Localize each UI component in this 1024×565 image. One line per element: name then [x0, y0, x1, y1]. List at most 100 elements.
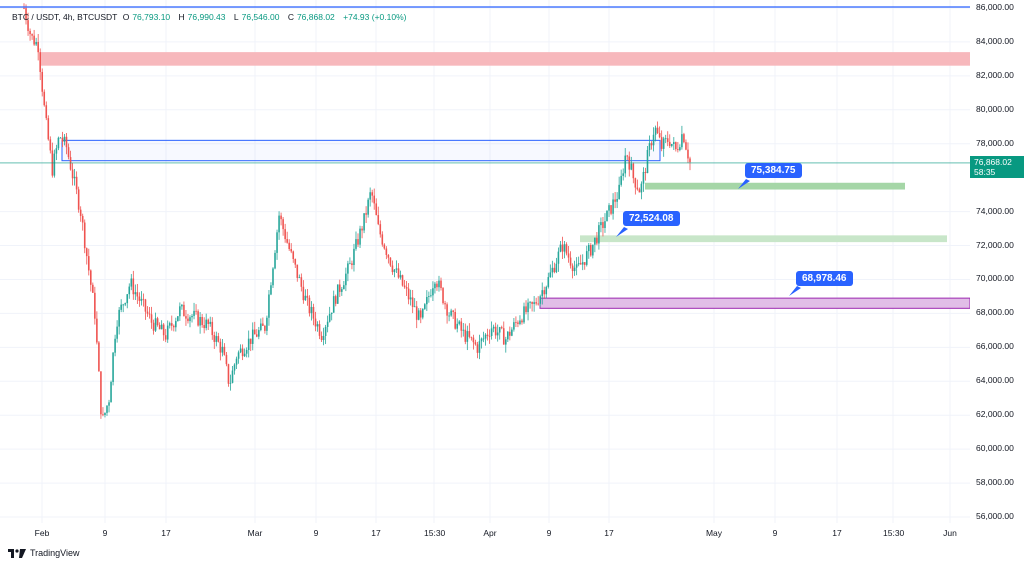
- candle-body: [585, 251, 588, 265]
- candle-body: [140, 298, 143, 301]
- candle-body: [664, 138, 667, 140]
- chart-plot-area[interactable]: [0, 0, 970, 523]
- candle-body: [292, 251, 295, 260]
- candle-body: [211, 321, 214, 336]
- candle-body: [454, 312, 456, 329]
- candle-body: [509, 331, 511, 336]
- candle-body: [517, 322, 519, 324]
- candle-body: [529, 301, 531, 303]
- candle-body: [85, 248, 88, 257]
- price-annotation-tag[interactable]: 68,978.46: [796, 271, 853, 286]
- candle-body: [39, 52, 41, 72]
- candle-body: [513, 322, 515, 330]
- candle-countdown: 58:35: [974, 166, 996, 177]
- candle-body: [347, 263, 349, 274]
- candle-body: [662, 138, 665, 149]
- candle-body: [219, 341, 222, 353]
- candle-body: [670, 144, 673, 146]
- candle-body: [162, 324, 165, 336]
- candle-body: [146, 311, 149, 314]
- open-value: O 76,793.10: [122, 12, 171, 22]
- candle-body: [341, 289, 343, 292]
- candle-body: [373, 195, 376, 204]
- candle-body: [132, 278, 135, 295]
- time-axis[interactable]: Feb 9 17 Mar 9 17 15:30 Apr 9 17 May 9 17 15:30 Jun: [0, 523, 970, 543]
- candle-body: [183, 304, 185, 317]
- candle-body: [87, 256, 90, 271]
- annotation-pointer-icon: [738, 179, 750, 189]
- candle-body: [63, 136, 66, 142]
- candle-body: [172, 325, 175, 328]
- candle-body: [243, 353, 246, 357]
- candle-body: [537, 303, 539, 305]
- candle-body: [215, 336, 218, 342]
- candle-body: [476, 344, 479, 353]
- price-tick-label: 62,000.00: [976, 409, 1014, 420]
- candle-body: [41, 71, 44, 92]
- candle-body: [122, 304, 124, 306]
- candle-body: [166, 325, 169, 340]
- candle-body: [681, 134, 683, 148]
- candle-body: [608, 205, 610, 211]
- candle-body: [304, 295, 307, 301]
- candle-body: [689, 158, 691, 163]
- candle-body: [541, 290, 544, 297]
- candle-body: [152, 322, 155, 331]
- candle-body: [500, 327, 503, 329]
- candle-body: [458, 321, 461, 324]
- candle-body: [353, 248, 355, 265]
- time-tick-label: Feb: [34, 528, 50, 538]
- candle-body: [185, 316, 187, 319]
- price-axis[interactable]: 86,000.00 84,000.00 82,000.00 80,000.00 78,0…: [970, 0, 1024, 523]
- candle-body: [590, 245, 592, 256]
- candle-body: [575, 264, 578, 268]
- candle-body: [112, 352, 114, 382]
- candle-body: [205, 319, 207, 329]
- candle-body: [67, 147, 70, 158]
- purple-zone[interactable]: [539, 297, 970, 309]
- candle-body: [626, 155, 629, 157]
- green-zone-upper[interactable]: [645, 182, 905, 190]
- candle-body: [391, 265, 394, 273]
- candle-body: [114, 338, 116, 353]
- tradingview-logo[interactable]: TradingView: [8, 548, 80, 558]
- annotation-pointer-icon: [616, 227, 628, 237]
- candle-body: [543, 290, 546, 295]
- candle-body: [75, 176, 78, 190]
- candle-body: [31, 34, 33, 36]
- candle-body: [201, 317, 203, 326]
- tradingview-logo-icon: [8, 548, 26, 558]
- candle-body: [405, 287, 408, 289]
- candle-body: [592, 244, 594, 256]
- resistance-zone[interactable]: [40, 52, 970, 66]
- blue-box[interactable]: [61, 139, 661, 162]
- candle-body: [440, 280, 442, 289]
- candle-body: [181, 304, 183, 307]
- candle-body: [650, 143, 653, 146]
- candle-body: [235, 358, 238, 365]
- candle-body: [668, 141, 671, 146]
- candle-body: [37, 41, 39, 53]
- symbol-title: BTC / USDT, 4h, BTCUSDT: [12, 12, 118, 22]
- candle-body: [330, 312, 333, 315]
- candle-body: [444, 303, 446, 305]
- candle-body: [604, 221, 606, 228]
- candle-body: [359, 228, 361, 245]
- candle-body: [618, 184, 620, 200]
- candle-body: [450, 310, 452, 316]
- price-tick-label: 78,000.00: [976, 137, 1014, 148]
- green-zone-lower[interactable]: [580, 235, 947, 243]
- candle-body: [130, 278, 133, 287]
- time-tick-label: Mar: [247, 528, 263, 538]
- candle-body: [148, 313, 151, 315]
- candle-body: [126, 294, 129, 304]
- candle-body: [150, 314, 153, 323]
- candle-body: [349, 263, 351, 265]
- price-annotation-tag[interactable]: 75,384.75: [745, 163, 802, 178]
- candle-body: [557, 251, 560, 264]
- candle-body: [385, 248, 388, 255]
- price-annotation-tag[interactable]: 72,524.08: [623, 211, 680, 226]
- candle-body: [118, 309, 120, 327]
- candle-body: [217, 336, 220, 342]
